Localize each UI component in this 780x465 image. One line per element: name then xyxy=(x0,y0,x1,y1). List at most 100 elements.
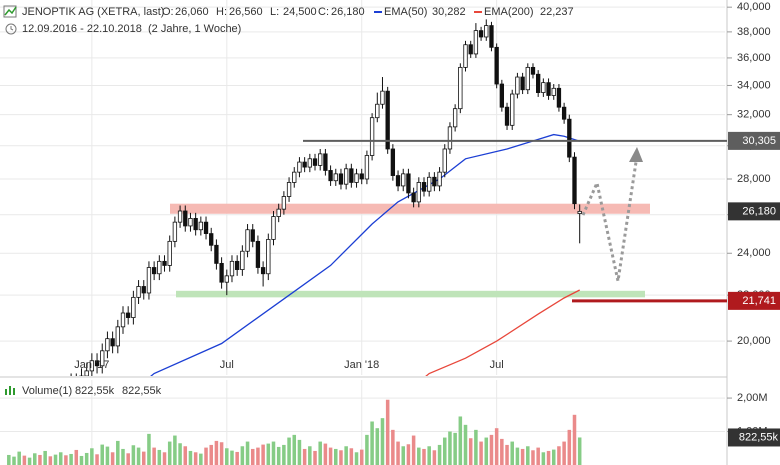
candle-body xyxy=(504,106,510,126)
y-tick-label: 32,000 xyxy=(737,109,771,121)
candle-body xyxy=(406,173,411,194)
volume-bar xyxy=(110,452,115,465)
volume-bar xyxy=(334,448,338,465)
legend-label: EMA(200) xyxy=(484,6,534,18)
volume-bar xyxy=(520,448,525,465)
volume-bar xyxy=(152,447,156,465)
candle-body xyxy=(203,221,209,234)
candle-body xyxy=(577,210,582,214)
icon-frame xyxy=(3,5,17,18)
volume-bar xyxy=(22,455,27,465)
candle-body xyxy=(541,82,546,93)
volume-bar xyxy=(526,446,530,465)
candle-body xyxy=(120,312,126,328)
candle-body xyxy=(157,260,162,275)
volume-bar xyxy=(365,434,369,465)
x-tick-label: Jul xyxy=(490,359,504,371)
legend-value: 22,237 xyxy=(540,6,574,18)
volume-bar xyxy=(339,450,343,465)
volume-bar xyxy=(396,441,400,465)
candle-body xyxy=(219,262,224,283)
volume-bar xyxy=(354,452,359,465)
volume-bar xyxy=(266,443,271,465)
candle-body xyxy=(478,30,484,38)
candle-body xyxy=(214,244,219,264)
candle-body xyxy=(343,168,349,185)
candle-body xyxy=(452,108,458,128)
candle-body xyxy=(556,87,562,108)
volume-bar xyxy=(245,441,250,465)
y-tick-label: 2,00M xyxy=(737,392,768,404)
volume-bar xyxy=(136,447,141,465)
volume-bar xyxy=(214,440,219,465)
volume-bar xyxy=(489,434,494,465)
candle-body xyxy=(131,296,136,318)
candle-body xyxy=(369,117,375,156)
volume-bar xyxy=(167,441,172,465)
volume-bar xyxy=(178,443,182,465)
candle-body xyxy=(437,171,442,187)
volume-bar xyxy=(225,448,229,465)
volume-bar xyxy=(147,433,151,465)
volume-bar xyxy=(48,456,53,465)
candle-body xyxy=(183,210,188,227)
candle-body xyxy=(520,76,525,91)
candle-body xyxy=(380,90,385,105)
volume-bar xyxy=(401,446,406,465)
volume-bar xyxy=(74,449,79,465)
candle-body xyxy=(551,87,556,96)
candle-body xyxy=(255,240,261,268)
volume-bar xyxy=(27,457,32,465)
candle-body xyxy=(349,168,354,183)
candle-body xyxy=(105,338,110,352)
candle-body xyxy=(250,229,255,242)
candle-body xyxy=(473,30,479,55)
chart-title: JENOPTIK AG (XETRA, last) xyxy=(22,6,164,18)
x-tick-label: Jul xyxy=(220,359,234,371)
volume-bar xyxy=(349,448,354,465)
candle-body xyxy=(162,260,167,266)
volume-bar xyxy=(100,444,105,465)
icon-bar xyxy=(9,386,11,395)
volume-bar xyxy=(173,435,177,465)
candle-body xyxy=(266,238,271,275)
y-tick-label: 24,000 xyxy=(737,247,771,259)
candle-body xyxy=(224,275,229,283)
candle-body xyxy=(100,350,105,367)
last-price-label: 26,180 xyxy=(742,205,776,217)
volume-bar xyxy=(193,452,198,465)
candle-body xyxy=(188,218,193,227)
volume-bar xyxy=(105,446,110,465)
volume-legend-value: 822,55k xyxy=(75,385,115,397)
y-tick-label: 34,000 xyxy=(737,79,771,91)
candle-body xyxy=(260,267,266,275)
volume-bar xyxy=(235,451,239,465)
x-tick-label: Jan '18 xyxy=(344,359,379,371)
volume-bar xyxy=(276,446,281,465)
candle-body xyxy=(297,161,302,173)
volume-bar xyxy=(162,452,167,465)
candle-body xyxy=(177,210,183,223)
volume-bar xyxy=(12,456,16,465)
candle-body xyxy=(94,360,100,367)
candle-body xyxy=(463,44,468,68)
candle-body xyxy=(229,260,235,277)
volume-bar xyxy=(427,446,431,465)
candle-body xyxy=(390,148,396,176)
candle-body xyxy=(146,267,152,294)
header-value: 26,180 xyxy=(331,6,365,18)
volume-bar xyxy=(90,448,94,465)
candle-body xyxy=(401,173,406,187)
candle-body xyxy=(126,312,131,318)
candle-body xyxy=(281,196,287,210)
volume-bar xyxy=(500,438,504,465)
volume-bar xyxy=(33,453,37,465)
header-key: C: xyxy=(318,6,329,18)
last-volume-box xyxy=(728,428,780,447)
volume-bar xyxy=(359,449,364,465)
volume-bar xyxy=(271,441,276,465)
candle-body xyxy=(421,182,427,192)
candle-body xyxy=(567,118,572,158)
y-tick-label: 36,000 xyxy=(737,52,771,64)
